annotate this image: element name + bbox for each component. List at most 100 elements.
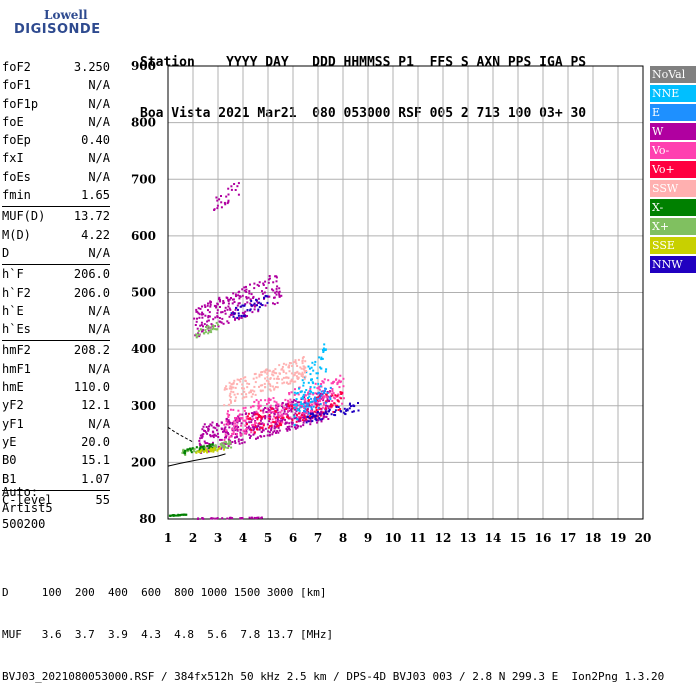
echo-point <box>308 392 311 395</box>
echo-point <box>273 377 276 380</box>
echo-point <box>254 381 257 384</box>
echo-point <box>225 429 227 432</box>
echo-point <box>260 371 263 374</box>
echo-point <box>320 397 323 400</box>
echo-point <box>326 399 329 402</box>
echo-point <box>224 433 227 436</box>
echo-point <box>210 331 213 334</box>
echo-point <box>263 435 266 438</box>
echo-point <box>204 306 207 308</box>
echo-point <box>236 432 238 435</box>
echo-point <box>198 442 201 445</box>
echo-point <box>251 425 254 428</box>
echo-point <box>245 417 248 420</box>
echo-point <box>243 286 246 289</box>
y-tick-label: 200 <box>131 455 156 469</box>
echo-point <box>258 404 261 407</box>
echo-point <box>277 416 280 419</box>
echo-point <box>228 298 231 301</box>
echo-point <box>264 304 267 307</box>
echo-point <box>300 390 303 393</box>
echo-point <box>259 399 262 402</box>
echo-point <box>240 316 243 319</box>
param-row: foEp 0.40 <box>2 131 110 149</box>
echo-point <box>328 406 331 409</box>
echo-point <box>207 427 210 430</box>
echo-point <box>267 415 270 418</box>
echo-point <box>248 433 251 436</box>
echo-point <box>227 419 230 422</box>
echo-point <box>302 381 305 384</box>
echo-point <box>252 303 255 306</box>
echo-point <box>331 382 334 385</box>
echo-point <box>209 423 212 426</box>
param-label: foF1p <box>2 96 39 111</box>
echo-point <box>245 395 248 398</box>
echo-point <box>266 403 268 405</box>
echo-point <box>252 429 255 432</box>
echo-point <box>268 434 271 437</box>
echo-point <box>201 517 204 520</box>
param-label: hmF1 <box>2 361 31 376</box>
param-value: N/A <box>88 245 110 260</box>
echo-point <box>316 412 319 415</box>
echo-point <box>342 385 345 388</box>
echo-point <box>309 423 312 426</box>
echo-point <box>309 387 312 390</box>
echo-point <box>249 436 251 439</box>
echo-point <box>297 412 300 415</box>
echo-point <box>280 403 283 406</box>
echo-point <box>228 436 231 439</box>
echo-point <box>182 450 185 453</box>
echo-point <box>270 411 273 414</box>
echo-point <box>205 448 207 451</box>
echo-point <box>285 372 288 375</box>
x-tick-label: 15 <box>510 531 527 545</box>
echo-point <box>234 293 237 296</box>
echo-point <box>297 358 300 361</box>
echo-point <box>270 424 273 427</box>
echo-point <box>348 407 351 410</box>
echo-point <box>215 306 218 309</box>
echo-point <box>327 418 330 420</box>
echo-point <box>195 333 198 336</box>
echo-point <box>288 407 291 410</box>
echo-point <box>303 378 306 381</box>
y-tick-label: 300 <box>131 399 156 413</box>
echo-point <box>305 370 308 372</box>
echo-point <box>301 416 304 419</box>
echo-point <box>276 403 279 406</box>
param-row: h`E N/A <box>2 302 110 320</box>
echo-point <box>242 314 245 317</box>
echo-point <box>324 410 327 413</box>
echo-point <box>267 397 270 400</box>
echo-point <box>213 208 216 211</box>
echo-point <box>258 414 260 417</box>
echo-point <box>293 403 296 406</box>
echo-point <box>230 185 233 188</box>
echo-point <box>280 294 283 297</box>
echo-point <box>226 422 229 425</box>
echo-point <box>224 431 227 434</box>
param-row: MUF(D) 13.72 <box>2 206 110 225</box>
echo-point <box>265 379 268 382</box>
echo-point <box>245 428 248 431</box>
echo-point <box>310 366 313 369</box>
echo-point <box>290 421 293 424</box>
echo-point <box>258 306 261 309</box>
param-label: MUF(D) <box>2 209 46 224</box>
echo-point <box>250 516 253 519</box>
echo-point <box>322 347 325 350</box>
x-tick-label: 2 <box>189 531 197 545</box>
logo-digisonde: DIGISONDE <box>14 22 101 37</box>
echo-point <box>293 391 296 394</box>
echo-point <box>302 424 305 427</box>
echo-point <box>267 426 270 429</box>
echo-point <box>211 421 214 424</box>
echo-point <box>278 287 281 290</box>
echo-point <box>236 378 239 381</box>
echo-point <box>228 381 231 384</box>
param-row: foEs N/A <box>2 168 110 186</box>
echo-point <box>294 359 297 362</box>
echo-point <box>244 303 247 306</box>
